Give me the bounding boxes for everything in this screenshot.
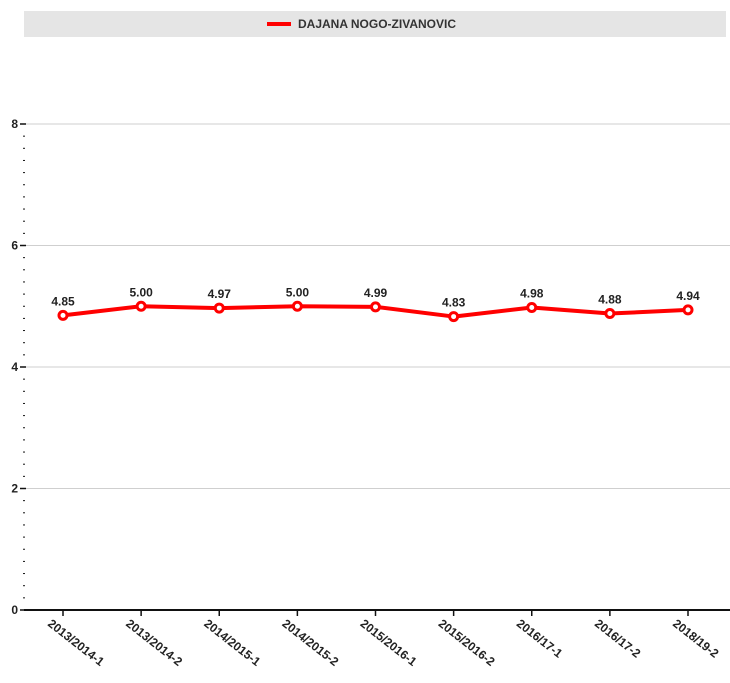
data-label: 4.98 [520, 286, 544, 300]
data-point[interactable] [526, 301, 538, 313]
y-axis-labels: 0 2 4 6 8 [11, 117, 18, 617]
data-label: 4.97 [208, 287, 232, 301]
data-label: 4.99 [364, 286, 388, 300]
x-tick-label: 2015/2016-2 [436, 616, 498, 669]
data-label: 4.88 [598, 293, 622, 307]
y-tick-label: 2 [11, 482, 18, 496]
grid [24, 123, 730, 489]
x-axis-labels: 2013/2014-1 2013/2014-2 2014/2015-1 2014/20… [45, 616, 721, 669]
x-tick-label: 2014/2015-1 [201, 616, 263, 669]
data-point[interactable] [604, 308, 616, 320]
x-tick-label: 2013/2014-1 [45, 616, 107, 669]
y-tick-label: 8 [11, 117, 18, 131]
data-point[interactable] [291, 300, 303, 312]
x-tick-label: 2016/17-1 [514, 616, 565, 661]
x-tick-label: 2013/2014-2 [123, 616, 185, 669]
legend-background [24, 11, 726, 37]
series-layer: 4.85 5.00 4.97 5.00 4.99 4.83 4.98 4.88 4.94 [51, 285, 700, 323]
data-label: 5.00 [286, 285, 310, 299]
x-tick-label: 2016/17-2 [592, 616, 643, 661]
y-tick-label: 4 [11, 360, 18, 374]
data-point[interactable] [448, 311, 460, 323]
data-point[interactable] [135, 300, 147, 312]
x-tick-label: 2018/19-2 [670, 616, 721, 661]
axes [20, 123, 730, 616]
data-point[interactable] [57, 309, 69, 321]
data-point[interactable] [213, 302, 225, 314]
data-point[interactable] [370, 301, 381, 313]
x-tick-label: 2015/2016-1 [358, 616, 420, 669]
data-label: 5.00 [129, 285, 153, 299]
legend[interactable]: DAJANA NOGO-ZIVANOVIC [24, 11, 726, 37]
x-tick-label: 2014/2015-2 [280, 616, 342, 669]
data-point[interactable] [682, 304, 694, 316]
y-tick-label: 0 [11, 603, 18, 617]
data-label: 4.85 [51, 294, 75, 308]
legend-series-label: DAJANA NOGO-ZIVANOVIC [298, 17, 456, 31]
data-label: 4.94 [676, 289, 700, 303]
y-tick-label: 6 [11, 239, 18, 253]
data-label: 4.83 [442, 296, 466, 310]
